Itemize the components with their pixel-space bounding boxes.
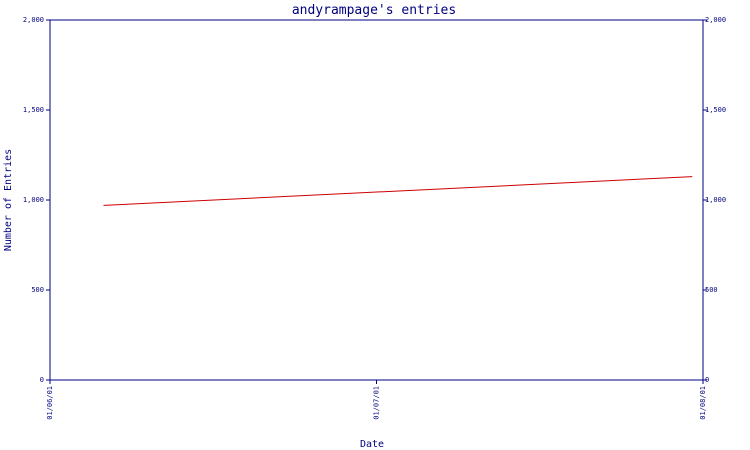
y-tick-label-left: 1,000 (23, 196, 44, 204)
series-layer (103, 176, 693, 206)
y-tick-label-left: 500 (31, 286, 44, 294)
series-line (103, 176, 693, 206)
x-tick-label: 01/06/01 (46, 386, 54, 420)
plot-frame (49, 19, 704, 381)
y-tick-label-right: 500 (705, 286, 718, 294)
y-tick-label-right: 1,000 (705, 196, 726, 204)
y-axis-label: Number of Entries (3, 149, 14, 251)
chart-title: andyrampage's entries (292, 3, 456, 18)
y-tick-label-right: 2,000 (705, 16, 726, 24)
y-tick-label-left: 2,000 (23, 16, 44, 24)
y-tick-label-right: 1,500 (705, 106, 726, 114)
x-tick-label: 01/07/01 (373, 386, 381, 420)
x-axis-label: Date (360, 439, 384, 450)
y-tick-label-left: 0 (40, 376, 44, 384)
y-axis-right: 0 500 1,000 1,500 2,000 (703, 16, 726, 384)
x-tick-label: 01/08/01 (699, 386, 707, 420)
y-tick-label-right: 0 (705, 376, 709, 384)
y-axis-left: 0 500 1,000 1,500 2,000 (23, 16, 50, 384)
y-tick-label-left: 1,500 (23, 106, 44, 114)
x-axis: 01/06/01 01/07/01 01/08/01 (46, 380, 707, 420)
